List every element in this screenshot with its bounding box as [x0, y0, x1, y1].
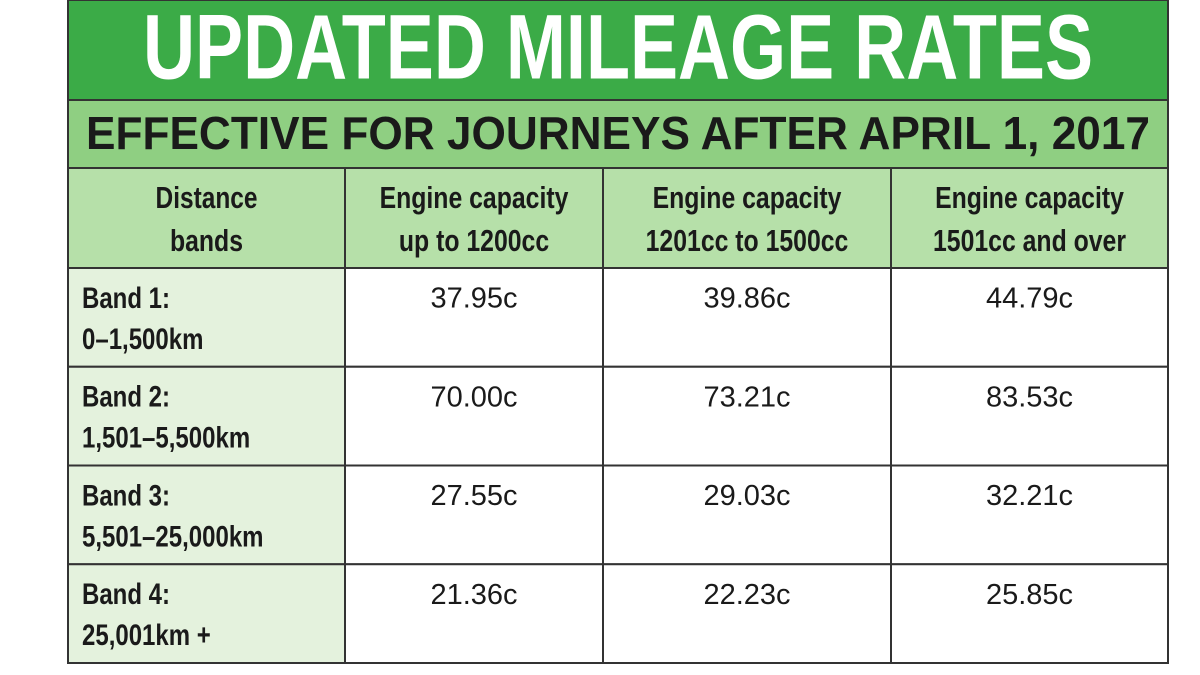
header-cell: [602, 167, 892, 269]
row-label-cell: [67, 563, 346, 664]
header-text: Engine capacity: [380, 180, 569, 215]
row-label: 1,501–5,500km: [82, 422, 250, 455]
header-cell: [890, 167, 1169, 269]
header-text: Distance: [156, 180, 258, 215]
rate-value: 29.03c: [703, 480, 790, 512]
rate-value: 25.85c: [986, 579, 1073, 611]
rate-value: 37.95c: [430, 283, 517, 315]
row-label: 0–1,500km: [82, 323, 203, 356]
row-label: Band 3:: [82, 479, 170, 512]
value-cell: [890, 563, 1169, 664]
header-text: bands: [170, 223, 243, 258]
rate-value: 83.53c: [986, 381, 1073, 413]
rate-value: 27.55c: [430, 480, 517, 512]
rate-value: 32.21c: [986, 480, 1073, 512]
row-label-cell: [67, 365, 346, 467]
header-text: up to 1200cc: [399, 223, 549, 258]
value-cell: [602, 365, 892, 467]
value-cell: [344, 365, 604, 467]
header-text: 1201cc to 1500cc: [646, 223, 849, 258]
row-label-cell: [67, 464, 346, 566]
value-cell: [890, 464, 1169, 566]
header-cell: [344, 167, 604, 269]
rate-value: 73.21c: [703, 381, 790, 413]
row-label-cell: [67, 267, 346, 368]
row-label: Band 4:: [82, 578, 170, 611]
header-text: 1501cc and over: [933, 223, 1126, 258]
row-label: Band 2:: [82, 381, 170, 414]
subtitle-band: [67, 99, 1169, 169]
rate-value: 21.36c: [430, 579, 517, 611]
row-label: 25,001km +: [82, 619, 211, 652]
subtitle: EFFECTIVE FOR JOURNEYS AFTER APRIL 1, 20…: [86, 107, 1150, 159]
rate-value: 70.00c: [430, 381, 517, 413]
value-cell: [344, 563, 604, 664]
table: Distance bands Engine capacity up to 1200cc…: [67, 167, 1169, 664]
title: UPDATED MILEAGE RATES: [143, 0, 1093, 98]
rate-value: 22.23c: [703, 579, 790, 611]
title-band: [67, 0, 1169, 101]
header-text: Engine capacity: [653, 180, 842, 215]
row-label: 5,501–25,000km: [82, 520, 264, 553]
row-label: Band 1:: [82, 282, 170, 315]
value-cell: [890, 267, 1169, 368]
rate-value: 39.86c: [703, 283, 790, 315]
rate-value: 44.79c: [986, 283, 1073, 315]
header-text: Engine capacity: [935, 180, 1124, 215]
value-cell: [602, 563, 892, 664]
